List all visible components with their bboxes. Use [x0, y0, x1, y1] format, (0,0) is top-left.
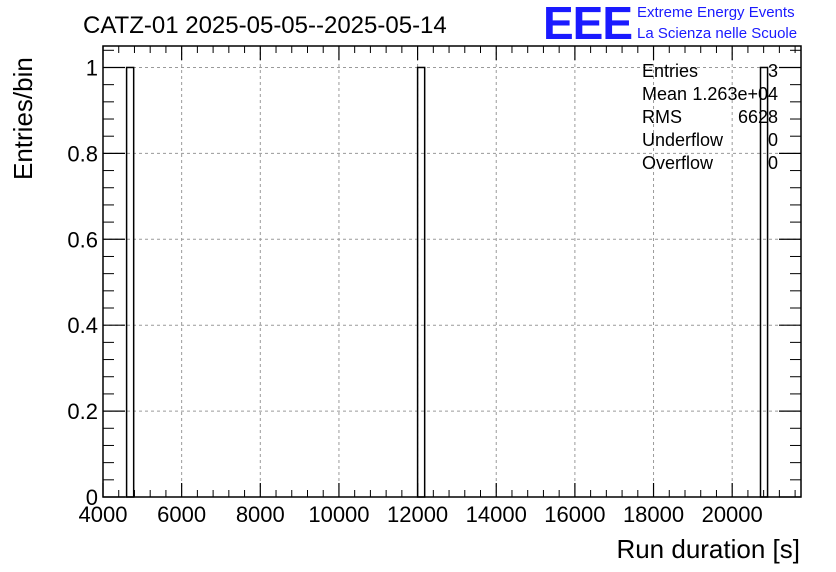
stats-value: 0: [768, 153, 778, 173]
x-tick-label: 14000: [466, 502, 527, 527]
y-axis-label: Entries/bin: [8, 57, 38, 180]
grid-lines: [103, 46, 801, 497]
histogram-bin: [759, 66, 769, 498]
stats-value: 3: [768, 61, 778, 81]
x-tick-label: 16000: [544, 502, 605, 527]
stats-label: Overflow: [642, 153, 714, 173]
stats-label: Mean: [642, 84, 687, 104]
stats-label: Entries: [642, 61, 698, 81]
histogram-bin: [416, 66, 426, 498]
y-tick-label: 0.4: [67, 313, 98, 338]
logo-text-line2: La Scienza nelle Scuole: [637, 25, 798, 42]
tick-labels: 4000 6000 8000 10000 12000 14000 16000 18000 200…: [67, 55, 762, 527]
x-tick-label: 12000: [387, 502, 448, 527]
stats-box: Entries 3 Mean 1.263e+04 RMS 6628 Underflow 0 Ov…: [642, 61, 778, 173]
y-tick-label: 0: [86, 485, 98, 510]
stats-value: 1.263e+04: [692, 84, 778, 104]
y-tick-label: 0.8: [67, 141, 98, 166]
y-tick-label: 1: [86, 55, 98, 80]
x-tick-label: 8000: [236, 502, 285, 527]
x-tick-label: 20000: [702, 502, 763, 527]
x-tick-label: 10000: [308, 502, 369, 527]
chart-title: CATZ-01 2025-05-05--2025-05-14: [83, 12, 447, 39]
y-tick-label: 0.2: [67, 399, 98, 424]
axis-ticks: [102, 46, 801, 498]
stats-label: RMS: [642, 107, 682, 127]
plot-frame: [102, 45, 802, 498]
stats-value: 6628: [738, 107, 778, 127]
eee-logo: EEE: [543, 0, 633, 49]
x-axis-label: Run duration [s]: [616, 534, 800, 564]
x-tick-label: 6000: [157, 502, 206, 527]
logo-text-line1: Extreme Energy Events: [637, 4, 795, 21]
x-tick-label: 18000: [623, 502, 684, 527]
histogram-bin: [125, 66, 135, 498]
stats-label: Underflow: [642, 130, 724, 150]
x-tick-label: 4000: [79, 502, 128, 527]
stats-value: 0: [768, 130, 778, 150]
y-tick-label: 0.6: [67, 227, 98, 252]
